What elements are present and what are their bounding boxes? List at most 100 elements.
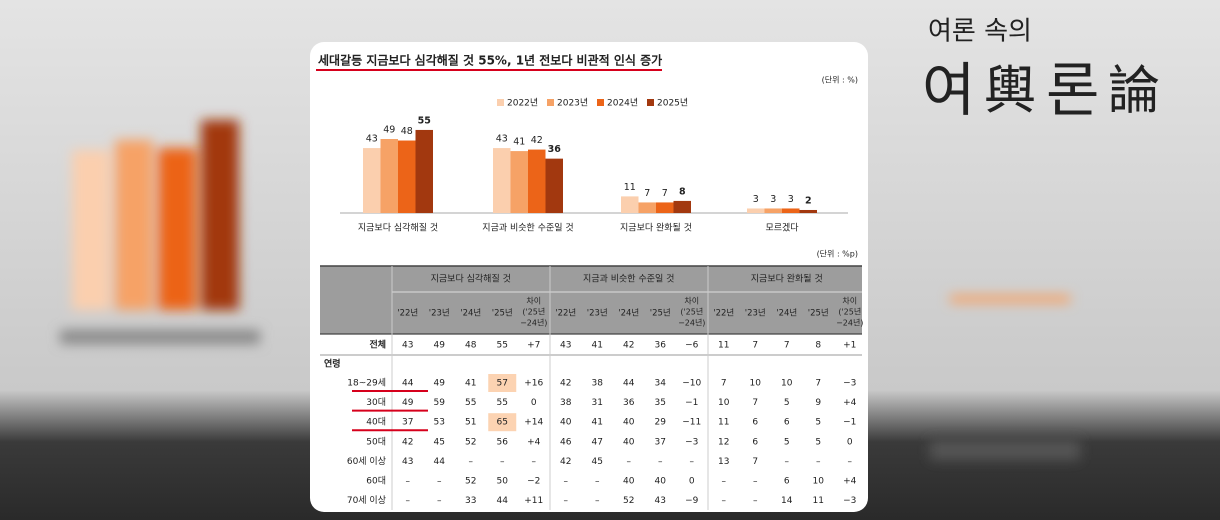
value-label: 7 bbox=[644, 188, 650, 199]
bar bbox=[638, 202, 656, 213]
row-label: 50대 bbox=[366, 436, 386, 447]
value-label: 43 bbox=[496, 134, 508, 145]
subheader: '23년 bbox=[587, 308, 608, 319]
cell: 36 bbox=[623, 398, 635, 408]
cell: 7 bbox=[784, 341, 790, 351]
cell: 8 bbox=[815, 341, 821, 351]
cell: 0 bbox=[689, 477, 695, 487]
cell: – bbox=[627, 457, 632, 467]
cell: 46 bbox=[560, 437, 572, 447]
cell-highlight bbox=[488, 413, 517, 432]
cell: 7 bbox=[815, 379, 821, 389]
cell: 10 bbox=[718, 398, 730, 408]
cell: −11 bbox=[682, 418, 701, 428]
value-label: 41 bbox=[513, 137, 525, 148]
cell: −3 bbox=[843, 379, 856, 389]
cell: 42 bbox=[623, 341, 634, 351]
cell: 40 bbox=[623, 477, 635, 487]
blurred-backdrop bbox=[60, 120, 1080, 460]
cell: 43 bbox=[402, 457, 413, 467]
cell: −3 bbox=[685, 437, 698, 447]
cell: 11 bbox=[813, 496, 824, 506]
cell: 52 bbox=[465, 477, 476, 487]
cell: 55 bbox=[465, 398, 476, 408]
cell: +1 bbox=[843, 341, 856, 351]
cell: – bbox=[753, 477, 758, 487]
cell: – bbox=[785, 457, 790, 467]
cell: – bbox=[816, 457, 821, 467]
subheader: '25년 bbox=[650, 308, 671, 319]
cell: +4 bbox=[527, 437, 541, 447]
cell: +4 bbox=[843, 477, 857, 487]
cell: 56 bbox=[497, 437, 509, 447]
bar bbox=[510, 151, 528, 213]
cell: 49 bbox=[434, 379, 446, 389]
subheader: ('25년 bbox=[522, 307, 545, 317]
cell: 37 bbox=[402, 418, 413, 428]
cell: 31 bbox=[592, 398, 603, 408]
cell: – bbox=[469, 457, 474, 467]
cell: −1 bbox=[685, 398, 698, 408]
subheader: '23년 bbox=[429, 308, 450, 319]
cell: – bbox=[532, 457, 537, 467]
cell: 47 bbox=[592, 437, 603, 447]
subheader: −24년) bbox=[678, 318, 705, 328]
cell: 10 bbox=[781, 379, 793, 389]
chart-unit: (단위 : %) bbox=[822, 75, 858, 85]
cell: 40 bbox=[655, 477, 667, 487]
cell: +7 bbox=[527, 341, 540, 351]
cell: 44 bbox=[434, 457, 446, 467]
cell: 11 bbox=[718, 341, 729, 351]
subheader: ('25년 bbox=[680, 307, 703, 317]
cell: 33 bbox=[465, 496, 476, 506]
cell: 44 bbox=[623, 379, 635, 389]
cell: 43 bbox=[560, 341, 571, 351]
value-label: 3 bbox=[753, 194, 759, 205]
cell: +11 bbox=[524, 496, 543, 506]
subheader: '24년 bbox=[776, 308, 797, 319]
chart-title: 세대갈등 지금보다 심각해질 것 55%, 1년 전보다 비관적 인식 증가 bbox=[318, 53, 662, 68]
subheader: '25년 bbox=[492, 308, 513, 319]
cell: 49 bbox=[434, 341, 446, 351]
group-header: 지금보다 심각해질 것 bbox=[431, 273, 511, 285]
x-tick-label: 지금보다 완화될 것 bbox=[620, 223, 692, 234]
bar bbox=[782, 208, 800, 213]
cell: 65 bbox=[497, 418, 508, 428]
bar bbox=[656, 202, 674, 213]
cell: −9 bbox=[685, 496, 699, 506]
cell: 55 bbox=[497, 398, 508, 408]
cell: 29 bbox=[655, 418, 667, 428]
cell: 53 bbox=[434, 418, 445, 428]
legend-label: 2024년 bbox=[607, 98, 638, 109]
subheader: 차이 bbox=[684, 296, 699, 306]
value-label: 55 bbox=[418, 115, 431, 126]
legend-label: 2022년 bbox=[507, 98, 538, 109]
cell: +4 bbox=[843, 398, 857, 408]
cell: −1 bbox=[843, 418, 856, 428]
cell: 50 bbox=[497, 477, 509, 487]
row-label: 전체 bbox=[369, 339, 386, 351]
cell: 35 bbox=[655, 398, 666, 408]
cell: 10 bbox=[750, 379, 762, 389]
cell: 0 bbox=[847, 437, 853, 447]
row-label: 40대 bbox=[366, 417, 386, 428]
value-label: 3 bbox=[788, 194, 794, 205]
subheader: 차이 bbox=[526, 296, 541, 306]
cell: 6 bbox=[752, 418, 758, 428]
legend-swatch bbox=[547, 99, 554, 106]
cell: – bbox=[753, 496, 758, 506]
cell: 7 bbox=[721, 379, 727, 389]
bar bbox=[363, 148, 381, 213]
cell: 36 bbox=[655, 341, 667, 351]
cell: 44 bbox=[402, 379, 414, 389]
logo-char: 론 bbox=[1046, 56, 1099, 124]
cell: – bbox=[437, 496, 442, 506]
header-bg bbox=[320, 266, 862, 334]
cell: −10 bbox=[682, 379, 701, 389]
value-label: 8 bbox=[679, 186, 686, 197]
cell: 51 bbox=[465, 418, 476, 428]
bar bbox=[747, 208, 765, 213]
